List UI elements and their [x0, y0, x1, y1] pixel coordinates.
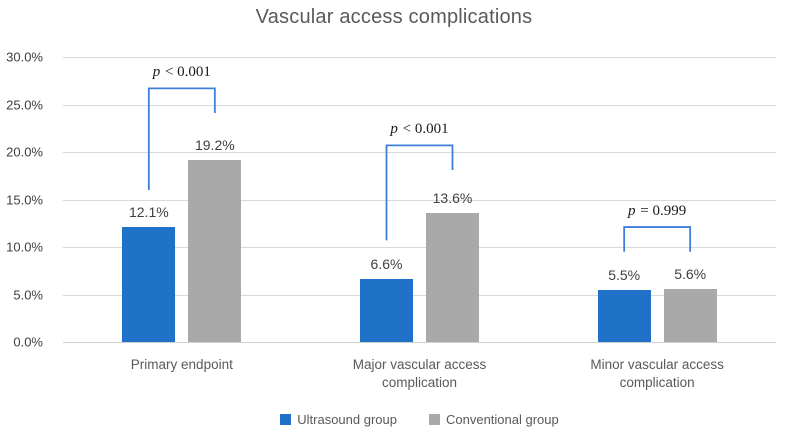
gridline-0.0%: [63, 342, 776, 343]
p-italic: p: [390, 121, 398, 138]
legend-label: Conventional group: [445, 412, 559, 427]
y-axis-tick-25.0%: 25.0%: [6, 97, 43, 112]
y-axis-tick-10.0%: 10.0%: [6, 239, 43, 255]
legend-label: Ultrasound group: [297, 412, 397, 427]
bar-value-label: 12.1%: [128, 204, 169, 221]
gridline-5.0%: [63, 294, 776, 296]
bar-value-label: 5.6%: [674, 265, 707, 282]
significance-bracket-group1: [147, 87, 216, 190]
gridline-20.0%: [63, 152, 776, 153]
y-axis-tick-20.0%: 20.0%: [6, 144, 43, 160]
gridline-30.0%: [63, 57, 776, 58]
legend-swatch-icon: [428, 414, 440, 425]
plot-area: 0.0% 5.0% 10.0% 15.0% 20.0% 25.0% 30.0% 12.1% 6.…: [6, 50, 776, 350]
x-axis-category-1: Primary endpoint: [130, 357, 233, 372]
bar-conventional-group-group2: [426, 212, 479, 342]
p-italic: p: [628, 203, 636, 220]
bar-ultrasound-group-group3: [597, 289, 651, 342]
legend-swatch-icon: [280, 414, 292, 425]
significance-bracket-group2: [385, 144, 454, 241]
bar-value-label: 6.6%: [370, 256, 403, 273]
bar-ultrasound-group-group1: [122, 227, 176, 342]
significance-bracket-group3: [623, 226, 692, 252]
bar-value-label: 13.6%: [432, 189, 473, 206]
p-value-label-group1: p < 0.001: [152, 64, 211, 81]
legend-item-conventional-group: Conventional group: [428, 412, 559, 427]
chart-title: Vascular access complications: [255, 6, 533, 28]
p-value-label-group2: p < 0.001: [390, 121, 449, 138]
legend-item-ultrasound-group: Ultrasound group: [280, 412, 397, 427]
bar-conventional-group-group1: [188, 159, 242, 342]
bar-value-label: 5.5%: [608, 266, 641, 283]
gridline-15.0%: [63, 199, 776, 201]
x-axis-category-3: Minor vascular access complication: [590, 357, 724, 391]
chart-legend: Ultrasound group Conventional group: [63, 412, 776, 427]
y-axis-tick-5.0%: 5.0%: [13, 287, 43, 302]
significance-brackets: [147, 87, 692, 252]
y-axis-tick-0.0%: 0.0%: [13, 334, 43, 350]
y-axis-tick-30.0%: 30.0%: [6, 49, 43, 65]
bar-value-label: 19.2%: [194, 136, 235, 153]
gridline-10.0%: [63, 247, 776, 248]
bar-conventional-group-group3: [663, 288, 717, 342]
y-axis-tick-15.0%: 15.0%: [6, 192, 43, 207]
p-value-label-group3: p = 0.999: [628, 203, 687, 220]
x-axis-category-2: Major vascular access complication: [352, 357, 487, 391]
p-italic: p: [152, 64, 161, 81]
gridline-25.0%: [63, 104, 776, 106]
bar-ultrasound-group-group2: [360, 279, 413, 342]
